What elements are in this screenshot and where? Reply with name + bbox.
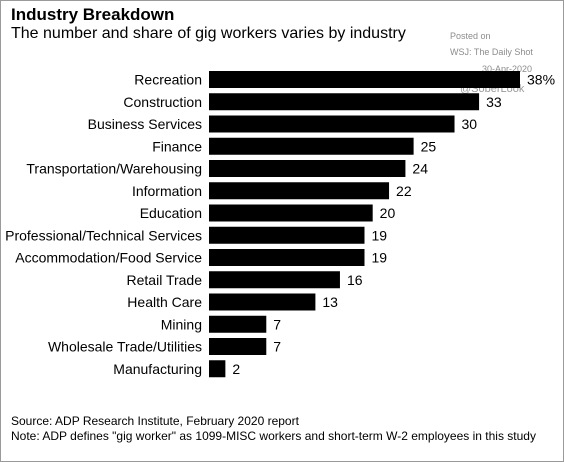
watermark-source: WSJ: The Daily Shot (450, 47, 533, 57)
value-label-accommodation-food-service: 19 (372, 250, 388, 266)
bar-chart: Recreation 38% Construction 33 Business Serv… (5, 71, 555, 378)
value-label-health-care: 13 (322, 294, 338, 310)
category-label-accommodation-food-service: Accommodation/Food Service (15, 250, 202, 266)
category-label-manufacturing: Manufacturing (113, 361, 202, 377)
category-label-construction: Construction (123, 94, 202, 110)
bar-recreation (209, 71, 520, 88)
definition-note: Note: ADP defines "gig worker" as 1099-M… (11, 429, 536, 443)
category-label-recreation: Recreation (134, 72, 202, 88)
watermark-date: 30-Apr-2020 (482, 64, 533, 74)
value-label-information: 22 (396, 183, 412, 199)
chart-title: Industry Breakdown (11, 5, 175, 24)
category-label-health-care: Health Care (127, 294, 202, 310)
value-label-wholesale-trade-utilities: 7 (273, 339, 281, 355)
value-label-retail-trade: 16 (347, 272, 363, 288)
source-note: Source: ADP Research Institute, February… (11, 414, 299, 428)
value-label-finance: 25 (421, 138, 437, 154)
category-label-mining: Mining (161, 316, 202, 332)
value-label-transportation-warehousing: 24 (412, 161, 428, 177)
watermark-posted-on: Posted on (450, 31, 491, 41)
value-label-construction: 33 (486, 94, 502, 110)
category-label-information: Information (132, 183, 202, 199)
category-label-finance: Finance (152, 138, 202, 154)
bar-retail-trade (209, 271, 340, 289)
bar-construction (209, 93, 480, 111)
bar-wholesale-trade-utilities (209, 338, 267, 355)
bar-health-care (209, 293, 316, 311)
value-label-recreation: 38% (527, 72, 555, 88)
category-label-wholesale-trade-utilities: Wholesale Trade/Utilities (48, 339, 202, 355)
value-label-professional-technical-services: 19 (372, 227, 388, 243)
bar-education (209, 204, 373, 222)
value-label-education: 20 (380, 205, 396, 221)
category-label-transportation-warehousing: Transportation/Warehousing (26, 161, 202, 177)
bar-accommodation-food-service (209, 249, 365, 266)
value-label-business-services: 30 (462, 116, 478, 132)
bar-business-services (209, 115, 455, 133)
bar-manufacturing (209, 360, 226, 378)
category-label-professional-technical-services: Professional/Technical Services (5, 227, 202, 243)
bar-finance (209, 137, 414, 155)
value-label-manufacturing: 2 (232, 361, 240, 377)
chart-subtitle: The number and share of gig workers vari… (11, 25, 406, 42)
bar-transportation-warehousing (209, 160, 406, 177)
category-label-retail-trade: Retail Trade (127, 272, 203, 288)
value-label-mining: 7 (273, 316, 281, 332)
bar-mining (209, 315, 267, 333)
bar-information (209, 182, 390, 200)
category-label-education: Education (140, 205, 202, 221)
bar-professional-technical-services (209, 226, 365, 244)
category-label-business-services: Business Services (88, 116, 202, 132)
